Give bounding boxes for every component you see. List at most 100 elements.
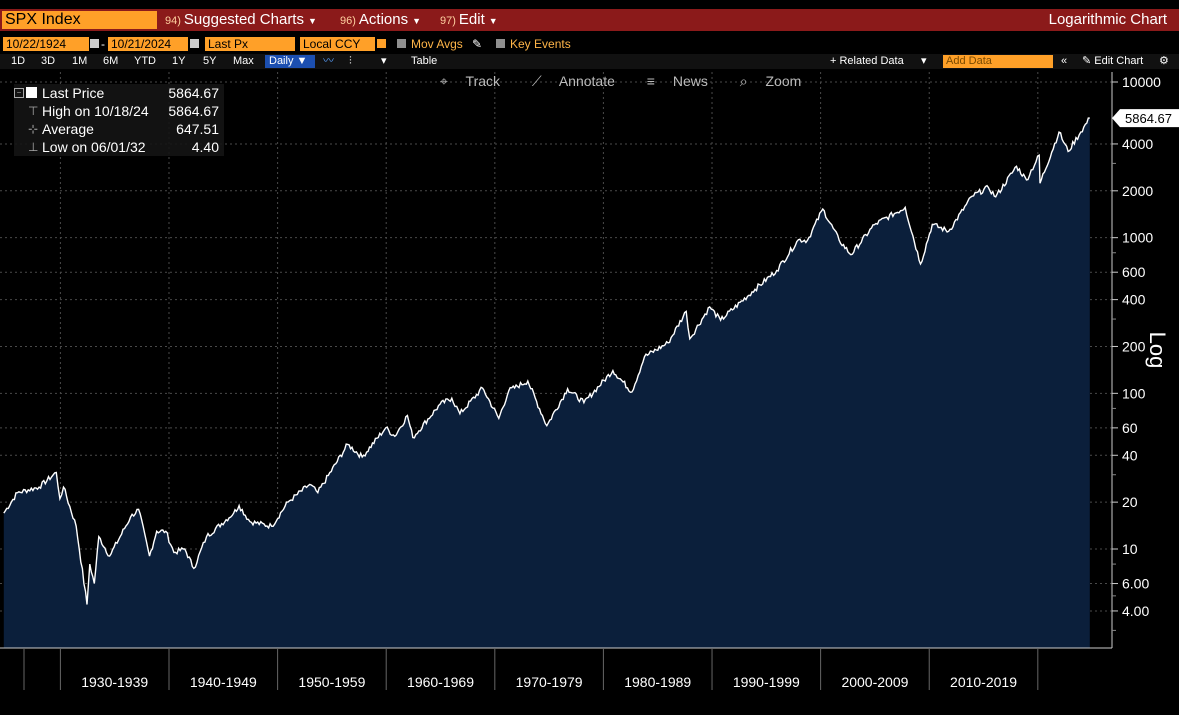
menu-label: Actions (358, 11, 409, 28)
y-tick-label: 400 (1122, 292, 1146, 308)
magnifier-icon: ⌕ (739, 73, 748, 89)
pencil-icon: ⟋ (531, 73, 542, 89)
key-events-label[interactable]: Key Events (510, 37, 571, 51)
legend-value: 5864.67 (168, 85, 219, 101)
low-marker-icon: ⊥ (28, 140, 39, 154)
news-icon: ≡ (646, 73, 655, 89)
menu-label: Suggested Charts (183, 11, 304, 28)
last-value-label: 5864.67 (1125, 111, 1172, 126)
calendar-icon[interactable] (190, 39, 199, 48)
legend-low[interactable]: ⊥ Low on 06/01/32 4.40 (14, 138, 222, 156)
y-tick-label: 2000 (1122, 183, 1153, 199)
date-separator: - (101, 37, 105, 51)
annotate-button[interactable]: ⟋ Annotate (532, 73, 629, 89)
x-tick-label: 1930-1939 (81, 674, 148, 690)
series-swatch (26, 87, 37, 98)
calendar-icon[interactable] (90, 39, 99, 48)
y-tick-label: 100 (1122, 385, 1146, 401)
add-data-input[interactable]: Add Data (943, 55, 1053, 68)
y-tick-label: 6.00 (1122, 576, 1149, 592)
period-1y[interactable]: 1Y (172, 55, 186, 67)
key-events-checkbox[interactable] (496, 39, 505, 48)
price-line[interactable] (3, 117, 1090, 605)
legend-value: 647.51 (176, 121, 219, 137)
menu-number: 97) (440, 15, 456, 27)
y-tick-label: 60 (1122, 420, 1138, 436)
chevron-down-icon[interactable]: ▾ (381, 55, 387, 67)
y-tick-label: 600 (1122, 264, 1146, 280)
y-tick-label: 10 (1122, 541, 1138, 557)
period-1m[interactable]: 1M (72, 55, 88, 67)
legend-value: 4.40 (191, 139, 219, 155)
chevron-down-icon: ▼ (488, 16, 498, 26)
period-3d[interactable]: 3D (41, 55, 56, 67)
title-bar: SPX Index 94) Suggested Charts ▼ 96) Action… (0, 9, 1179, 31)
period-1d[interactable]: 1D (11, 55, 26, 67)
currency-select[interactable]: Local CCY (300, 37, 375, 51)
menu-number: 96) (340, 15, 356, 27)
mov-avgs-label[interactable]: Mov Avgs (411, 37, 463, 51)
chevron-down-icon[interactable] (377, 39, 386, 48)
bar-chart-icon[interactable]: ⫶ (349, 55, 352, 67)
period-max[interactable]: Max (233, 55, 254, 67)
price-area (3, 118, 1090, 649)
legend-high[interactable]: ⊤ High on 10/18/24 5864.67 (14, 102, 222, 120)
edit-menu[interactable]: 97) Edit ▼ (440, 11, 498, 29)
average-marker-icon: ⊹ (28, 122, 39, 136)
y-tick-label: 10000 (1122, 74, 1161, 90)
last-value-badge (1112, 109, 1179, 128)
x-tick-label: 2010-2019 (950, 674, 1017, 690)
y-tick-label: 4000 (1122, 136, 1153, 152)
annotate-label: Annotate (558, 73, 615, 89)
legend-last-price[interactable]: − Last Price 5864.67 (14, 84, 222, 102)
news-button[interactable]: ≡ News (647, 73, 722, 89)
y-tick-label: 1000 (1122, 230, 1153, 246)
x-tick-label: 1940-1949 (190, 674, 257, 690)
edit-chart-button[interactable]: ✎ Edit Chart (1082, 55, 1144, 67)
y-axis-label: Log (1145, 332, 1170, 369)
period-bar: 1D 3D 1M 6M YTD 1Y 5Y Max Daily ▼ 〰 ⫶ ▾ … (0, 54, 1179, 69)
frequency-label: Daily (269, 55, 294, 67)
frequency-select[interactable]: Daily ▼ (265, 55, 315, 68)
x-tick-label: 1980-1989 (624, 674, 691, 690)
legend-label: Average (42, 121, 94, 137)
crosshair-icon: ⌖ (440, 73, 448, 89)
suggested-charts-menu[interactable]: 94) Suggested Charts ▼ (165, 11, 317, 29)
mov-avgs-checkbox[interactable] (397, 39, 406, 48)
chevron-down-icon: ▼ (412, 16, 422, 26)
security-field[interactable]: SPX Index (2, 11, 157, 29)
chevron-down-icon[interactable]: ▾ (921, 55, 927, 67)
settings-bar: 10/22/1924 - 10/21/2024 Last Px Local CC… (0, 37, 1179, 51)
related-data-button[interactable]: + Related Data (830, 55, 904, 67)
chart-toolbar: ⌖ Track ⟋ Annotate ≡ News ⌕ Zoom (440, 73, 829, 90)
menu-label: Edit (458, 11, 485, 28)
y-tick-label: 20 (1122, 494, 1138, 510)
y-tick-label: 200 (1122, 338, 1146, 354)
track-button[interactable]: ⌖ Track (440, 73, 514, 89)
y-tick-label: 4.00 (1122, 603, 1149, 619)
pencil-icon[interactable]: ✎ (472, 37, 483, 51)
zoom-button[interactable]: ⌕ Zoom (740, 73, 816, 89)
period-ytd[interactable]: YTD (134, 55, 156, 67)
start-date-field[interactable]: 10/22/1924 (3, 37, 89, 51)
track-label: Track (465, 73, 501, 89)
y-tick-label: 40 (1122, 447, 1138, 463)
actions-menu[interactable]: 96) Actions ▼ (340, 11, 421, 29)
end-date-field[interactable]: 10/21/2024 (108, 37, 188, 51)
price-field-select[interactable]: Last Px (205, 37, 295, 51)
collapse-icon[interactable]: « (1061, 55, 1068, 67)
legend-label: Low on 06/01/32 (42, 139, 146, 155)
period-6m[interactable]: 6M (103, 55, 119, 67)
gear-icon[interactable]: ⚙ (1159, 55, 1169, 67)
legend-value: 5864.67 (168, 103, 219, 119)
legend-label: Last Price (42, 85, 105, 101)
line-chart-icon[interactable]: 〰 (323, 55, 334, 67)
period-5y[interactable]: 5Y (203, 55, 217, 67)
edit-chart-label: Edit Chart (1094, 55, 1144, 67)
table-button[interactable]: Table (411, 55, 438, 67)
high-marker-icon: ⊤ (28, 104, 39, 118)
legend-average[interactable]: ⊹ Average 647.51 (14, 120, 222, 138)
x-tick-label: 1970-1979 (516, 674, 583, 690)
collapse-icon[interactable]: − (14, 88, 24, 98)
